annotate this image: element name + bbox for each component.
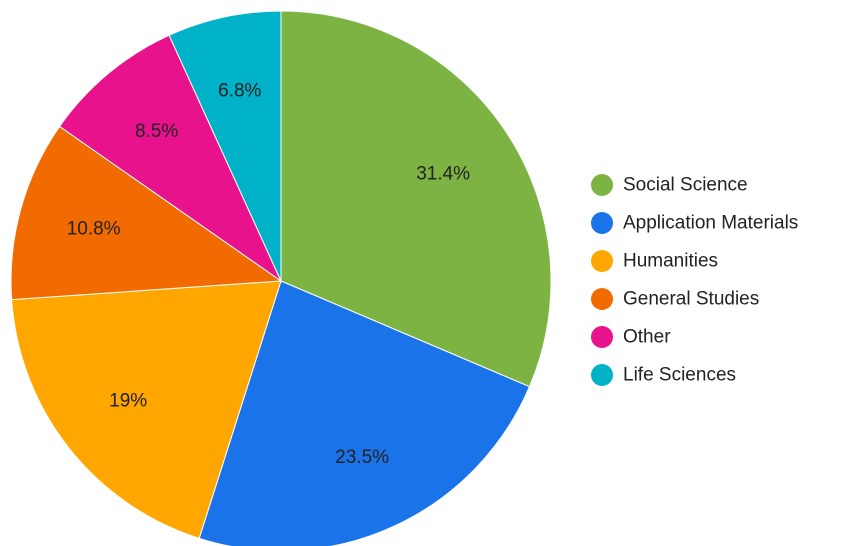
slice-label-general-studies: 10.8% [67, 219, 121, 240]
pie-slice-general-studies [10, 125, 283, 301]
slice-label-social-science: 31.4% [416, 163, 470, 184]
slice-label-other: 8.5% [135, 121, 178, 142]
legend-label: Social Science [623, 175, 748, 196]
slice-label-life-sciences: 6.8% [218, 81, 261, 102]
pie-slice-other [58, 34, 283, 283]
legend-item-application-materials: Application Materials [591, 212, 798, 234]
legend-item-life-sciences: Life Sciences [591, 364, 736, 386]
legend-item-other: Other [591, 326, 671, 348]
legend-swatch [591, 212, 613, 234]
slice-label-humanities: 19% [109, 391, 147, 412]
slice-label-application-materials: 23.5% [335, 447, 389, 468]
legend-label: Humanities [623, 251, 718, 272]
legend-swatch [591, 250, 613, 272]
legend-swatch [591, 364, 613, 386]
legend-label: Other [623, 327, 671, 348]
legend-item-humanities: Humanities [591, 250, 718, 272]
pie-slice-labels: 31.4% 23.5% 19% 10.8% 8.5% 6.8% [67, 81, 470, 469]
legend-swatch [591, 174, 613, 196]
legend-label: Life Sciences [623, 365, 736, 386]
legend-item-social-science: Social Science [591, 174, 748, 196]
legend: Social Science Application Materials Human… [591, 174, 798, 386]
pie-slices [10, 10, 552, 546]
legend-swatch [591, 288, 613, 310]
pie-slice-humanities [11, 280, 282, 539]
pie-slice-social-science [280, 10, 552, 388]
legend-label: General Studies [623, 289, 759, 310]
legend-swatch [591, 326, 613, 348]
legend-item-general-studies: General Studies [591, 288, 759, 310]
pie-slice-application-materials [198, 280, 531, 546]
pie-slice-life-sciences [168, 10, 282, 282]
legend-label: Application Materials [623, 213, 798, 234]
